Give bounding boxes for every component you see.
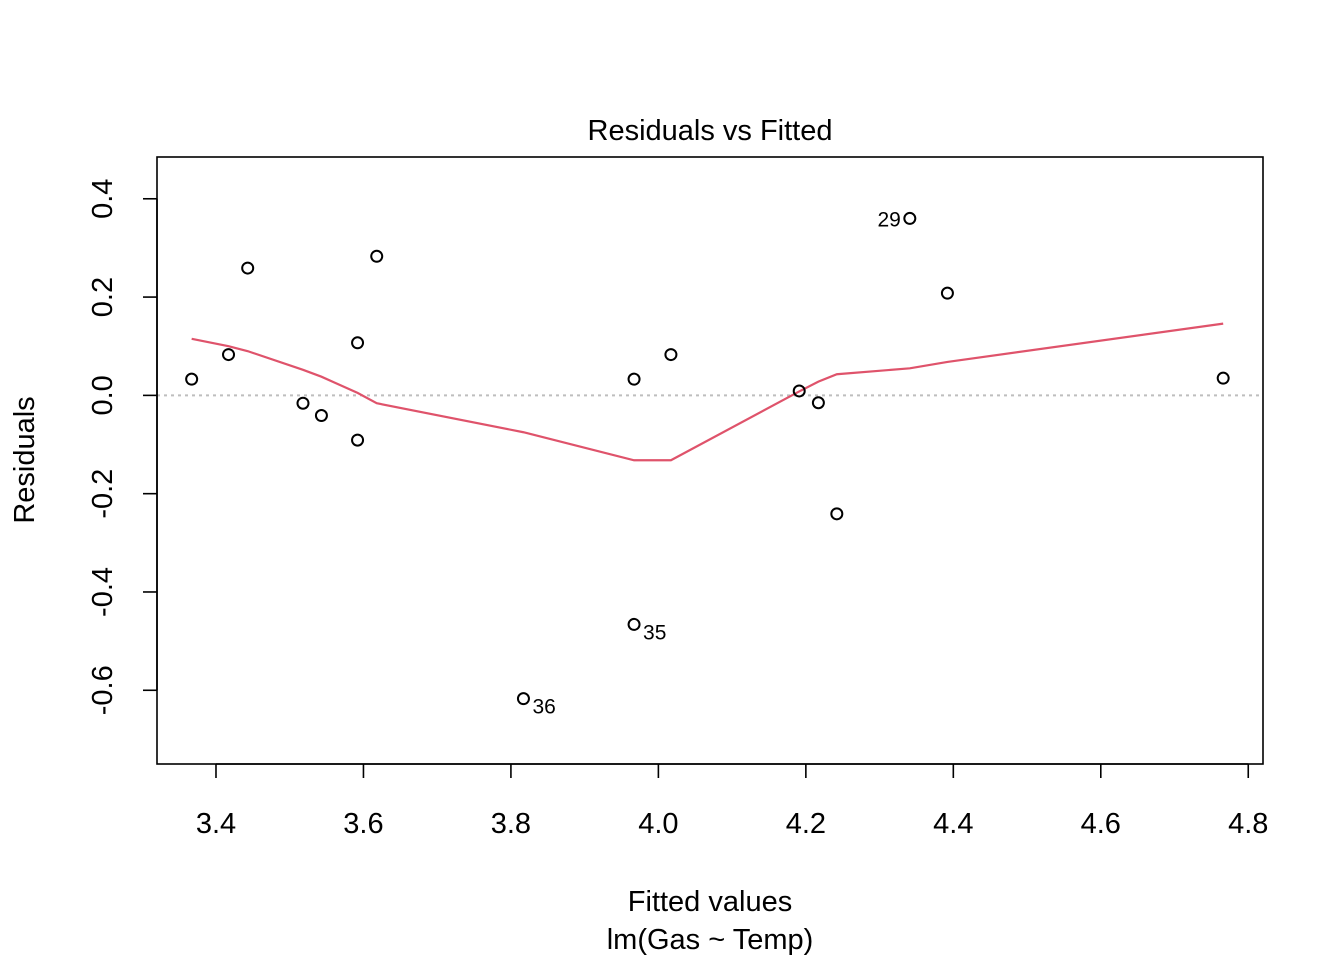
chart-subtitle: lm(Gas ~ Temp) bbox=[607, 924, 814, 956]
data-point bbox=[314, 409, 328, 423]
data-point bbox=[940, 286, 954, 300]
data-point bbox=[370, 249, 384, 263]
x-tick-label: 4.8 bbox=[1228, 808, 1268, 840]
plot-frame bbox=[156, 156, 1264, 765]
data-point bbox=[627, 617, 641, 631]
data-point bbox=[664, 348, 678, 362]
data-point bbox=[185, 372, 199, 386]
x-tick-label: 4.4 bbox=[933, 808, 973, 840]
data-point bbox=[241, 261, 255, 275]
point-label: 35 bbox=[643, 621, 666, 644]
y-axis-label: Residuals bbox=[9, 396, 41, 523]
data-point bbox=[811, 396, 825, 410]
y-tick-label: 0.0 bbox=[87, 375, 119, 415]
y-axis: 0.4 0.2 0.0 -0.2 -0.4 -0.6 bbox=[87, 179, 158, 715]
y-tick-label: -0.4 bbox=[87, 567, 119, 617]
data-point bbox=[1216, 371, 1230, 385]
x-axis: 3.4 3.6 3.8 4.0 4.2 4.4 4.6 4.8 bbox=[196, 763, 1268, 840]
data-point bbox=[351, 433, 365, 447]
data-point bbox=[830, 507, 844, 521]
chart-title: Residuals vs Fitted bbox=[588, 115, 833, 147]
y-tick-label: 0.2 bbox=[87, 277, 119, 317]
data-point bbox=[296, 396, 310, 410]
x-tick-label: 3.4 bbox=[196, 808, 236, 840]
x-tick-label: 4.0 bbox=[638, 808, 678, 840]
smooth-line bbox=[191, 322, 1224, 462]
y-tick-label: 0.4 bbox=[87, 179, 119, 219]
point-label: 29 bbox=[877, 208, 900, 231]
y-tick-label: -0.6 bbox=[87, 665, 119, 715]
point-label: 36 bbox=[532, 696, 555, 719]
x-axis-label: Fitted values bbox=[628, 886, 792, 918]
data-point bbox=[627, 372, 641, 386]
x-tick-label: 4.2 bbox=[786, 808, 826, 840]
points-layer: 36 35 29 bbox=[185, 208, 1230, 719]
data-point bbox=[903, 211, 917, 225]
data-point bbox=[792, 384, 806, 398]
y-tick-label: -0.2 bbox=[87, 469, 119, 519]
data-point bbox=[222, 348, 236, 362]
x-tick-label: 4.6 bbox=[1081, 808, 1121, 840]
x-tick-label: 3.8 bbox=[491, 808, 531, 840]
data-point bbox=[516, 692, 530, 706]
data-point bbox=[351, 336, 365, 350]
x-tick-label: 3.6 bbox=[343, 808, 383, 840]
